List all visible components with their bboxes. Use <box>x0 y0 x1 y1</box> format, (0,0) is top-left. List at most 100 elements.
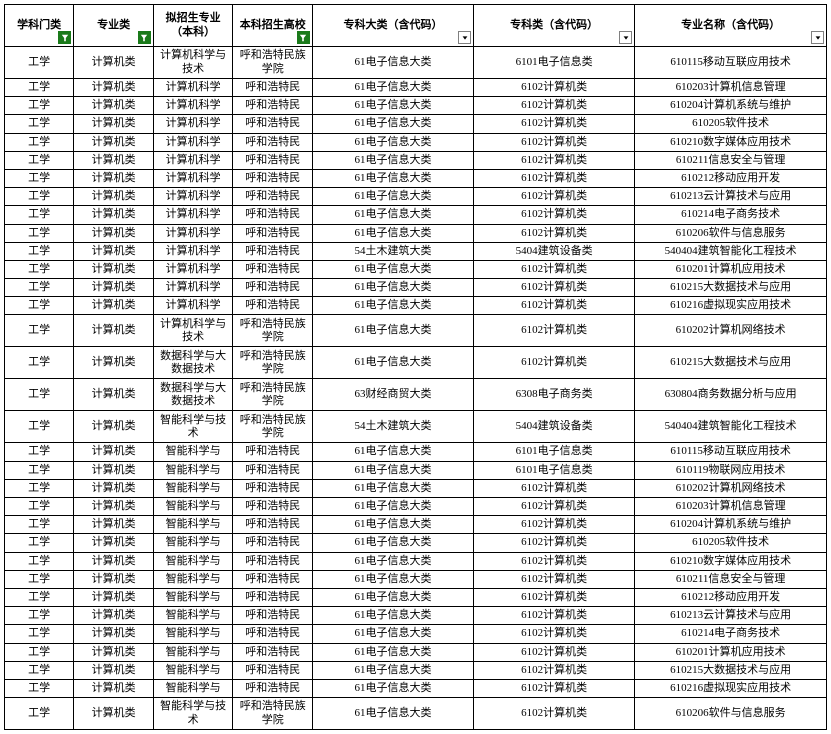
cell: 工学 <box>5 443 74 461</box>
cell: 6102计算机类 <box>474 498 635 516</box>
table-row: 工学计算机类智能科学与技术呼和浩特民族学院54土木建筑大类5404建筑设备类54… <box>5 411 827 443</box>
cell: 工学 <box>5 169 74 187</box>
column-header-2[interactable]: 拟招生专业（本科） <box>153 5 233 47</box>
cell: 智能科学与 <box>153 479 233 497</box>
cell: 计算机类 <box>74 379 154 411</box>
cell: 计算机类 <box>74 315 154 347</box>
cell: 6102计算机类 <box>474 607 635 625</box>
cell: 6102计算机类 <box>474 279 635 297</box>
cell: 工学 <box>5 461 74 479</box>
cell: 5404建筑设备类 <box>474 411 635 443</box>
table-row: 工学计算机类计算机科学呼和浩特民54土木建筑大类5404建筑设备类540404建… <box>5 242 827 260</box>
table-row: 工学计算机类数据科学与大数据技术呼和浩特民族学院63财经商贸大类6308电子商务… <box>5 379 827 411</box>
filter-dropdown-icon[interactable] <box>138 31 151 44</box>
cell: 61电子信息大类 <box>312 534 473 552</box>
cell: 呼和浩特民 <box>233 607 313 625</box>
column-header-6[interactable]: 专业名称（含代码） <box>635 5 827 47</box>
cell: 工学 <box>5 260 74 278</box>
cell: 计算机类 <box>74 479 154 497</box>
cell: 610216虚拟现实应用技术 <box>635 679 827 697</box>
cell: 智能科学与技术 <box>153 698 233 730</box>
cell: 工学 <box>5 498 74 516</box>
cell: 61电子信息大类 <box>312 498 473 516</box>
table-row: 工学计算机类智能科学与呼和浩特民61电子信息大类6101电子信息类610115移… <box>5 443 827 461</box>
cell: 610205软件技术 <box>635 115 827 133</box>
cell: 6102计算机类 <box>474 516 635 534</box>
cell: 6308电子商务类 <box>474 379 635 411</box>
cell: 6102计算机类 <box>474 297 635 315</box>
table-row: 工学计算机类计算机科学呼和浩特民61电子信息大类6102计算机类610215大数… <box>5 279 827 297</box>
cell: 计算机科学 <box>153 97 233 115</box>
column-header-5[interactable]: 专科类（含代码） <box>474 5 635 47</box>
cell: 呼和浩特民 <box>233 516 313 534</box>
cell: 610204计算机系统与维护 <box>635 516 827 534</box>
cell: 61电子信息大类 <box>312 79 473 97</box>
cell: 计算机科学 <box>153 133 233 151</box>
table-row: 工学计算机类智能科学与呼和浩特民61电子信息大类6102计算机类610216虚拟… <box>5 679 827 697</box>
cell: 智能科学与 <box>153 516 233 534</box>
table-row: 工学计算机类智能科学与呼和浩特民61电子信息大类6102计算机类610201计算… <box>5 643 827 661</box>
cell: 计算机类 <box>74 297 154 315</box>
cell: 6102计算机类 <box>474 188 635 206</box>
cell: 610210数字媒体应用技术 <box>635 552 827 570</box>
cell: 61电子信息大类 <box>312 625 473 643</box>
cell: 6101电子信息类 <box>474 461 635 479</box>
cell: 计算机类 <box>74 224 154 242</box>
cell: 610214电子商务技术 <box>635 206 827 224</box>
table-row: 工学计算机类计算机科学呼和浩特民61电子信息大类6102计算机类610203计算… <box>5 79 827 97</box>
cell: 计算机类 <box>74 188 154 206</box>
column-header-0[interactable]: 学科门类 <box>5 5 74 47</box>
cell: 610201计算机应用技术 <box>635 643 827 661</box>
cell: 610214电子商务技术 <box>635 625 827 643</box>
table-row: 工学计算机类智能科学与呼和浩特民61电子信息大类6102计算机类610205软件… <box>5 534 827 552</box>
column-label: 专业名称（含代码） <box>681 19 780 31</box>
cell: 610215大数据技术与应用 <box>635 661 827 679</box>
cell: 6102计算机类 <box>474 534 635 552</box>
column-header-3[interactable]: 本科招生高校 <box>233 5 313 47</box>
cell: 61电子信息大类 <box>312 698 473 730</box>
cell: 54土木建筑大类 <box>312 411 473 443</box>
column-label: 专业类 <box>97 19 130 31</box>
cell: 计算机类 <box>74 498 154 516</box>
filter-dropdown-icon[interactable] <box>811 31 824 44</box>
cell: 呼和浩特民 <box>233 242 313 260</box>
cell: 610205软件技术 <box>635 534 827 552</box>
table-row: 工学计算机类计算机科学呼和浩特民61电子信息大类6102计算机类610212移动… <box>5 169 827 187</box>
cell: 呼和浩特民 <box>233 260 313 278</box>
column-label: 本科招生高校 <box>240 19 306 31</box>
cell: 呼和浩特民 <box>233 297 313 315</box>
cell: 智能科学与 <box>153 679 233 697</box>
cell: 计算机类 <box>74 347 154 379</box>
cell: 计算机类 <box>74 133 154 151</box>
table-row: 工学计算机类计算机科学呼和浩特民61电子信息大类6102计算机类610204计算… <box>5 97 827 115</box>
cell: 计算机科学 <box>153 260 233 278</box>
cell: 呼和浩特民 <box>233 115 313 133</box>
column-header-1[interactable]: 专业类 <box>74 5 154 47</box>
cell: 呼和浩特民 <box>233 552 313 570</box>
cell: 智能科学与 <box>153 534 233 552</box>
filter-dropdown-icon[interactable] <box>297 31 310 44</box>
cell: 工学 <box>5 347 74 379</box>
cell: 61电子信息大类 <box>312 260 473 278</box>
cell: 工学 <box>5 698 74 730</box>
cell: 计算机类 <box>74 242 154 260</box>
cell: 6102计算机类 <box>474 169 635 187</box>
cell: 计算机类 <box>74 206 154 224</box>
column-header-4[interactable]: 专科大类（含代码） <box>312 5 473 47</box>
filter-dropdown-icon[interactable] <box>58 31 71 44</box>
cell: 计算机类 <box>74 570 154 588</box>
cell: 计算机类 <box>74 443 154 461</box>
cell: 工学 <box>5 224 74 242</box>
table-row: 工学计算机类智能科学与呼和浩特民61电子信息大类6101电子信息类610119物… <box>5 461 827 479</box>
cell: 6102计算机类 <box>474 570 635 588</box>
filter-dropdown-icon[interactable] <box>458 31 471 44</box>
cell: 智能科学与 <box>153 661 233 679</box>
cell: 610213云计算技术与应用 <box>635 188 827 206</box>
cell: 工学 <box>5 206 74 224</box>
cell: 计算机类 <box>74 607 154 625</box>
filter-dropdown-icon[interactable] <box>619 31 632 44</box>
cell: 6102计算机类 <box>474 315 635 347</box>
cell: 工学 <box>5 679 74 697</box>
cell: 610210数字媒体应用技术 <box>635 133 827 151</box>
table-row: 工学计算机类智能科学与技术呼和浩特民族学院61电子信息大类6102计算机类610… <box>5 698 827 730</box>
